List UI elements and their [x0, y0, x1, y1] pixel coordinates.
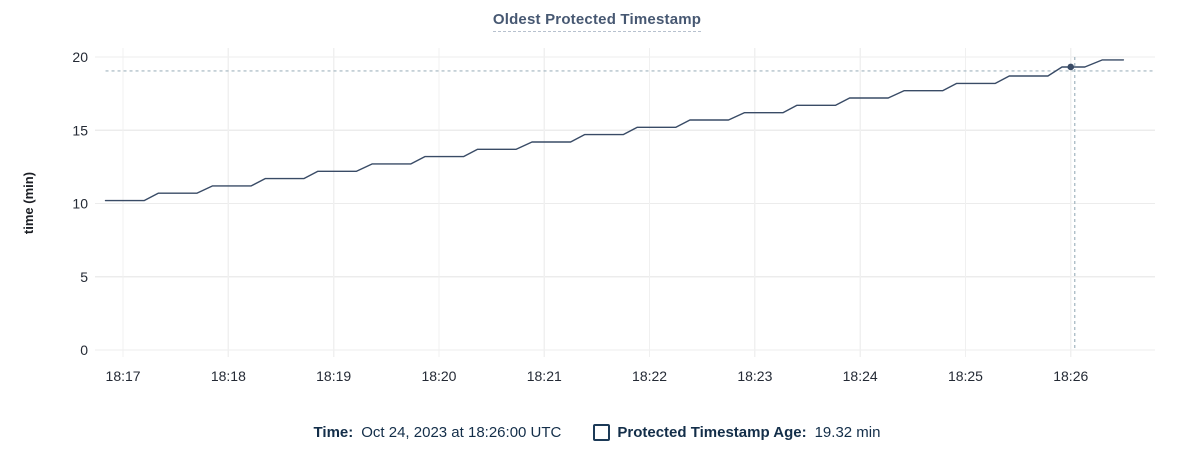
x-tick-label: 18:26	[1053, 368, 1088, 384]
y-axis-title: time (min)	[21, 172, 36, 234]
legend-item-protected-timestamp-age[interactable]: Protected Timestamp Age: 19.32 min	[593, 423, 881, 441]
legend-series-label: Protected Timestamp Age:	[617, 423, 807, 441]
chart-header: Oldest Protected Timestamp	[0, 11, 1194, 32]
tooltip-time-value: Oct 24, 2023 at 18:26:00 UTC	[361, 423, 562, 441]
chart-title[interactable]: Oldest Protected Timestamp	[492, 11, 702, 32]
x-tick-label: 18:19	[316, 368, 351, 384]
chart-tooltip-bar: Time: Oct 24, 2023 at 18:26:00 UTC Prote…	[0, 419, 1194, 445]
tooltip-time-label: Time:	[313, 423, 354, 441]
y-tick-label: 20	[72, 49, 88, 65]
y-tick-label: 0	[80, 342, 88, 358]
y-axis-labels: 0 5 10 15 20	[72, 49, 88, 358]
x-axis-labels: 18:17 18:18 18:19 18:20 18:21 18:22 18:23 18:24…	[106, 368, 1089, 384]
x-tick-label: 18:17	[106, 368, 141, 384]
y-tick-label: 10	[72, 196, 88, 212]
data-series	[104, 59, 1125, 202]
x-tick-label: 18:22	[632, 368, 667, 384]
h-gridlines	[95, 56, 1155, 351]
x-tick-label: 18:21	[527, 368, 562, 384]
x-tick-label: 18:23	[737, 368, 772, 384]
x-tick-label: 18:20	[421, 368, 456, 384]
x-tick-label: 18:25	[948, 368, 983, 384]
legend-series-value: 19.32 min	[814, 423, 881, 441]
v-gridlines	[122, 48, 1072, 357]
series-line-protected-timestamp-age	[104, 59, 1125, 202]
y-tick-label: 5	[80, 269, 88, 285]
crosshair-lines	[105, 57, 1155, 350]
legend-swatch-icon	[593, 423, 611, 441]
y-tick-label: 15	[72, 122, 88, 138]
hover-point-dot	[1067, 63, 1075, 71]
x-tick-label: 18:24	[843, 368, 878, 384]
tooltip-time: Time: Oct 24, 2023 at 18:26:00 UTC	[314, 424, 562, 441]
x-tick-label: 18:18	[211, 368, 246, 384]
